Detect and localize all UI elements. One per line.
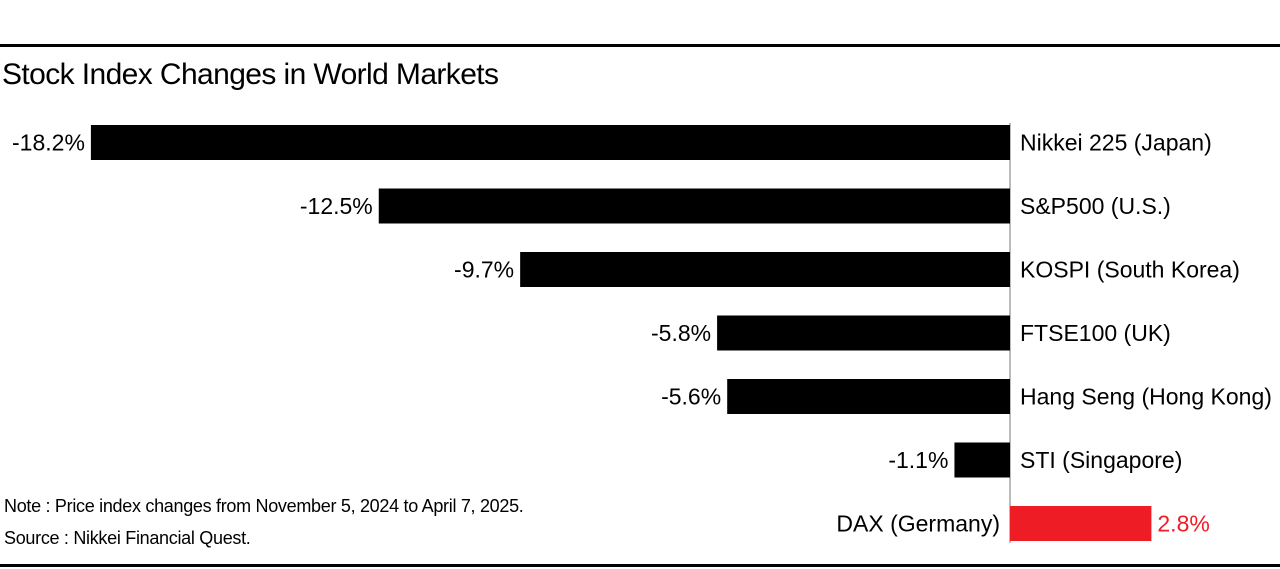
value-label-s-p500-u-s: -12.5% (300, 193, 373, 219)
category-label-dax-germany: DAX (Germany) (836, 511, 1000, 537)
value-label-kospi-south-korea: -9.7% (454, 257, 514, 283)
value-label-hang-seng-hong-kong: -5.6% (661, 384, 721, 410)
bar-dax-germany (1010, 506, 1152, 541)
bar-nikkei-225-japan (90, 125, 1010, 160)
bar-s-p500-u-s (378, 188, 1010, 224)
bar-kospi-south-korea (520, 252, 1010, 287)
bar-sti-singapore (954, 442, 1010, 478)
value-label-nikkei-225-japan: -18.2% (12, 130, 85, 156)
chart-source: Source : Nikkei Financial Quest. (4, 528, 251, 548)
bar-ftse100-uk (717, 315, 1010, 351)
value-label-dax-germany: 2.8% (1157, 511, 1209, 537)
category-label-s-p500-u-s: S&P500 (U.S.) (1020, 193, 1171, 219)
category-label-hang-seng-hong-kong: Hang Seng (Hong Kong) (1020, 384, 1272, 410)
bottom-rule (0, 564, 1280, 567)
bar-hang-seng-hong-kong (727, 379, 1010, 414)
value-label-sti-singapore: -1.1% (888, 447, 948, 473)
category-label-kospi-south-korea: KOSPI (South Korea) (1020, 257, 1240, 283)
category-label-nikkei-225-japan: Nikkei 225 (Japan) (1020, 130, 1212, 156)
chart-note: Note : Price index changes from November… (4, 496, 524, 516)
chart-title: Stock Index Changes in World Markets (2, 58, 499, 91)
top-rule (0, 44, 1280, 47)
category-label-ftse100-uk: FTSE100 (UK) (1020, 320, 1171, 346)
category-label-sti-singapore: STI (Singapore) (1020, 447, 1182, 473)
value-label-ftse100-uk: -5.8% (651, 320, 711, 346)
